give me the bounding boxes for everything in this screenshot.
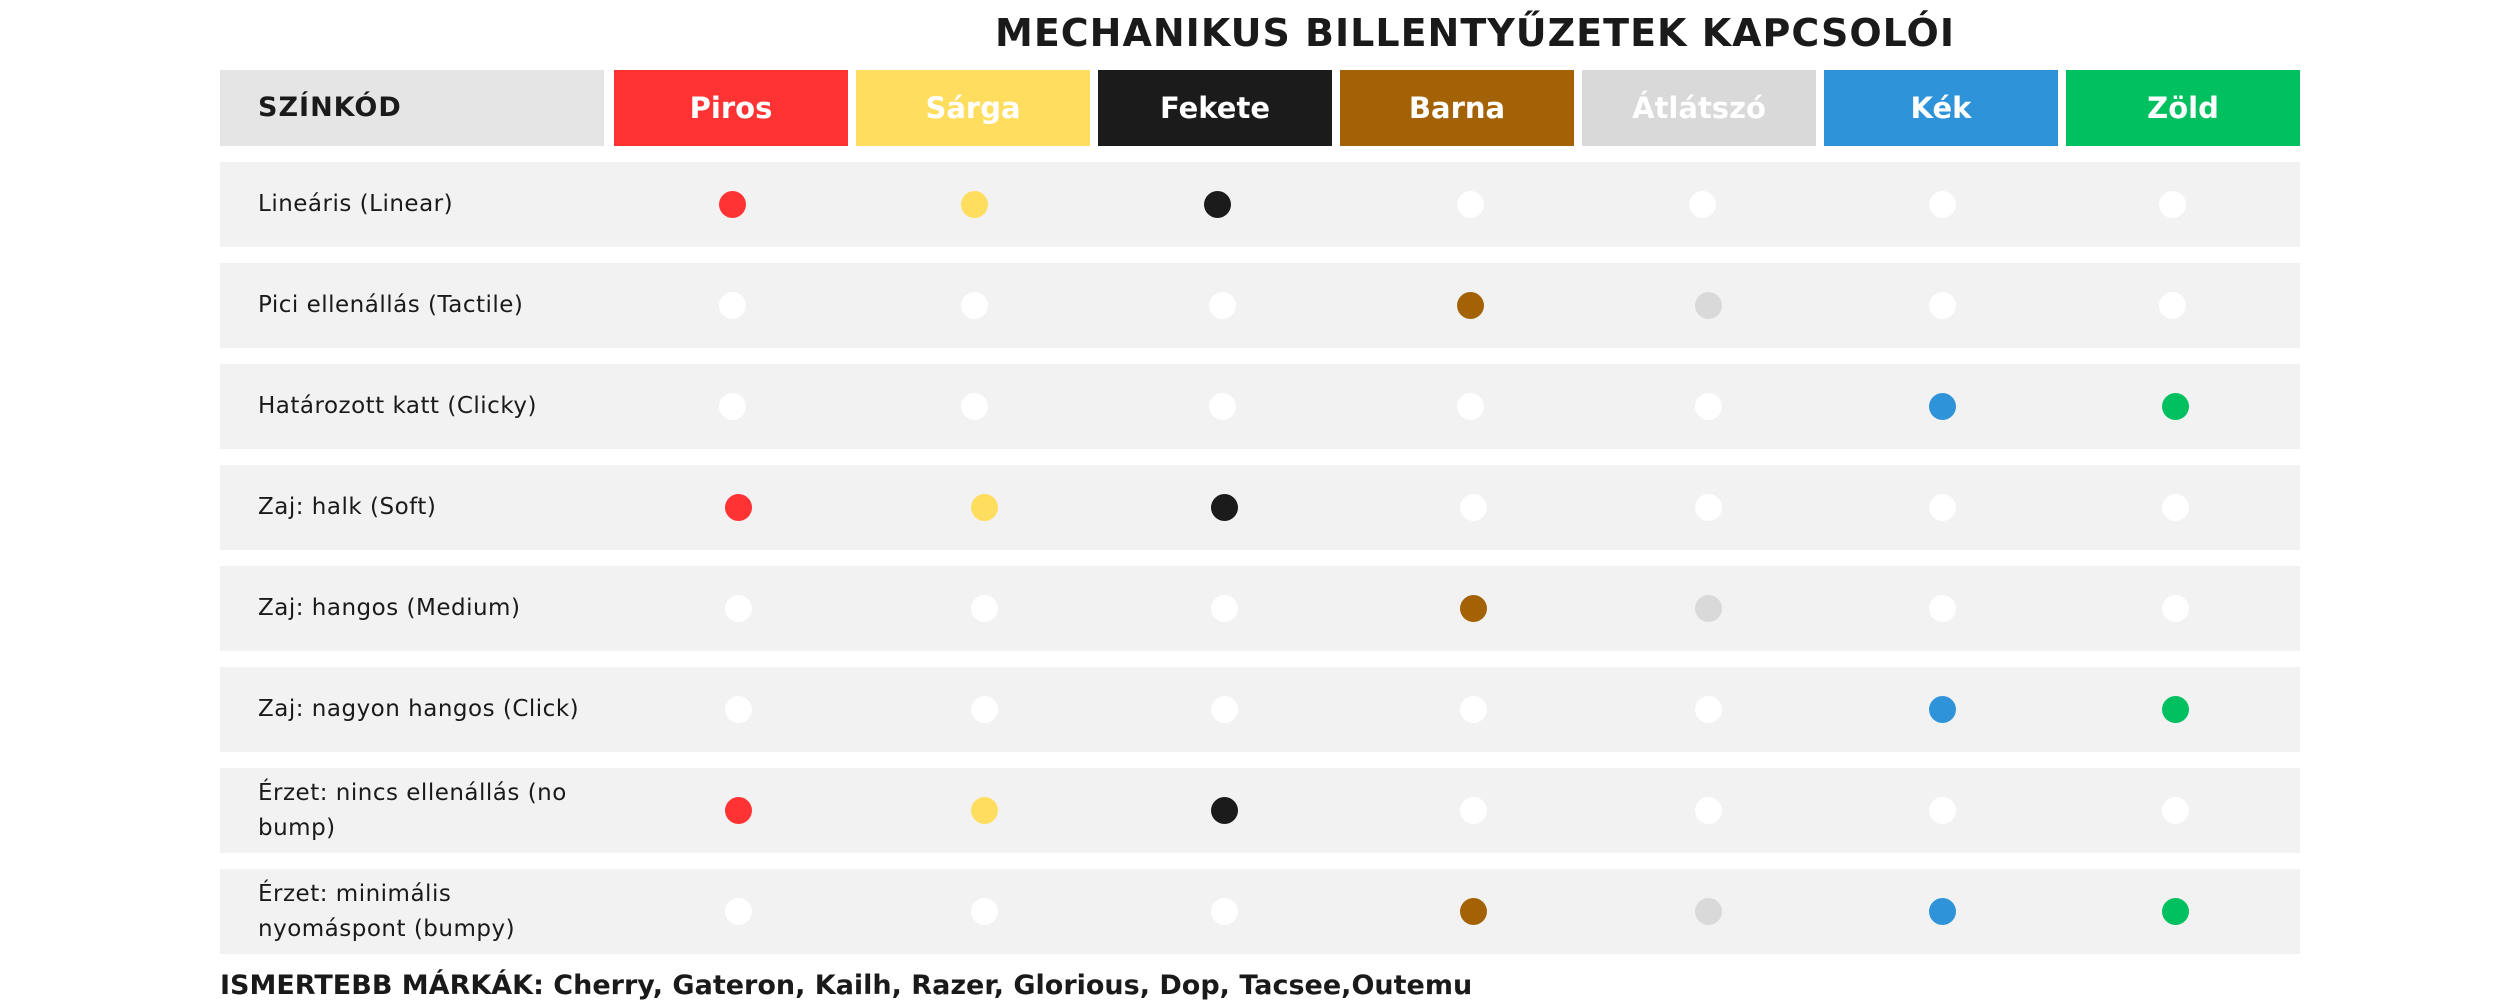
empty-dot-3 bbox=[1460, 797, 1487, 824]
filled-dot-1 bbox=[971, 494, 998, 521]
empty-dot-6 bbox=[2162, 595, 2189, 622]
filled-dot-4 bbox=[1695, 292, 1722, 319]
empty-dot-2 bbox=[1209, 292, 1236, 319]
column-header-3: Barna bbox=[1340, 70, 1574, 146]
row-label: Zaj: halk (Soft) bbox=[258, 494, 437, 520]
switch-color-table: SZÍNKÓD Piros Sárga Fekete Barna Átlátszó Kék… bbox=[220, 70, 2300, 954]
column-header-4: Átlátszó bbox=[1582, 70, 1816, 146]
empty-dot-4 bbox=[1695, 494, 1722, 521]
empty-dot-2 bbox=[1211, 595, 1238, 622]
empty-dot-1 bbox=[971, 696, 998, 723]
filled-dot-2 bbox=[1211, 494, 1238, 521]
filled-dot-1 bbox=[961, 191, 988, 218]
filled-dot-5 bbox=[1929, 393, 1956, 420]
filled-dot-6 bbox=[2162, 898, 2189, 925]
row-label: Érzet: minimális nyomáspont (bumpy) bbox=[258, 880, 516, 942]
table-row: Zaj: halk (Soft) bbox=[220, 465, 2300, 550]
filled-dot-3 bbox=[1457, 292, 1484, 319]
empty-dot-6 bbox=[2162, 797, 2189, 824]
row-label: Zaj: hangos (Medium) bbox=[258, 595, 521, 621]
empty-dot-1 bbox=[961, 292, 988, 319]
empty-dot-0 bbox=[719, 393, 746, 420]
empty-dot-0 bbox=[725, 595, 752, 622]
table-header-row: SZÍNKÓD Piros Sárga Fekete Barna Átlátszó Kék… bbox=[220, 70, 2300, 146]
empty-dot-5 bbox=[1929, 494, 1956, 521]
empty-dot-6 bbox=[2162, 494, 2189, 521]
empty-dot-1 bbox=[971, 898, 998, 925]
page-title: MECHANIKUS BILLENTYŰZETEK KAPCSOLÓI bbox=[995, 11, 1955, 55]
empty-dot-5 bbox=[1929, 595, 1956, 622]
empty-dot-3 bbox=[1457, 393, 1484, 420]
empty-dot-4 bbox=[1695, 696, 1722, 723]
table-row: Zaj: nagyon hangos (Click) bbox=[220, 667, 2300, 752]
brands-footer: ISMERTEBB MÁRKÁK: Cherry, Gateron, Kailh… bbox=[220, 970, 1473, 1001]
filled-dot-2 bbox=[1204, 191, 1231, 218]
empty-dot-6 bbox=[2159, 292, 2186, 319]
empty-dot-3 bbox=[1457, 191, 1484, 218]
empty-dot-4 bbox=[1695, 393, 1722, 420]
filled-dot-6 bbox=[2162, 393, 2189, 420]
empty-dot-4 bbox=[1689, 191, 1716, 218]
filled-dot-3 bbox=[1460, 595, 1487, 622]
filled-dot-5 bbox=[1929, 898, 1956, 925]
filled-dot-3 bbox=[1460, 898, 1487, 925]
empty-dot-2 bbox=[1211, 898, 1238, 925]
table-row: Pici ellenállás (Tactile) bbox=[220, 263, 2300, 348]
empty-dot-2 bbox=[1211, 696, 1238, 723]
table-row: Lineáris (Linear) bbox=[220, 162, 2300, 247]
filled-dot-0 bbox=[725, 494, 752, 521]
empty-dot-1 bbox=[961, 393, 988, 420]
empty-dot-3 bbox=[1460, 494, 1487, 521]
empty-dot-3 bbox=[1460, 696, 1487, 723]
empty-dot-1 bbox=[971, 595, 998, 622]
column-header-6: Zöld bbox=[2066, 70, 2300, 146]
empty-dot-0 bbox=[725, 898, 752, 925]
empty-dot-5 bbox=[1929, 191, 1956, 218]
empty-dot-0 bbox=[719, 292, 746, 319]
empty-dot-6 bbox=[2159, 191, 2186, 218]
column-header-0: Piros bbox=[614, 70, 848, 146]
table-row: Határozott katt (Clicky) bbox=[220, 364, 2300, 449]
column-header-1: Sárga bbox=[856, 70, 1090, 146]
filled-dot-1 bbox=[971, 797, 998, 824]
empty-dot-5 bbox=[1929, 797, 1956, 824]
filled-dot-4 bbox=[1695, 898, 1722, 925]
row-label: Határozott katt (Clicky) bbox=[258, 393, 537, 419]
table-row: Érzet: minimális nyomáspont (bumpy) bbox=[220, 869, 2300, 954]
table-row: Zaj: hangos (Medium) bbox=[220, 566, 2300, 651]
filled-dot-4 bbox=[1695, 595, 1722, 622]
empty-dot-2 bbox=[1209, 393, 1236, 420]
empty-dot-4 bbox=[1695, 797, 1722, 824]
row-label: Zaj: nagyon hangos (Click) bbox=[258, 696, 580, 722]
filled-dot-0 bbox=[725, 797, 752, 824]
color-code-header: SZÍNKÓD bbox=[220, 70, 604, 146]
column-header-2: Fekete bbox=[1098, 70, 1332, 146]
filled-dot-6 bbox=[2162, 696, 2189, 723]
filled-dot-2 bbox=[1211, 797, 1238, 824]
row-label: Pici ellenállás (Tactile) bbox=[258, 292, 524, 318]
empty-dot-5 bbox=[1929, 292, 1956, 319]
row-label: Lineáris (Linear) bbox=[258, 191, 454, 217]
row-label: Érzet: nincs ellenállás (no bump) bbox=[258, 779, 567, 841]
column-header-5: Kék bbox=[1824, 70, 2058, 146]
filled-dot-0 bbox=[719, 191, 746, 218]
empty-dot-0 bbox=[725, 696, 752, 723]
filled-dot-5 bbox=[1929, 696, 1956, 723]
table-row: Érzet: nincs ellenállás (no bump) bbox=[220, 768, 2300, 853]
